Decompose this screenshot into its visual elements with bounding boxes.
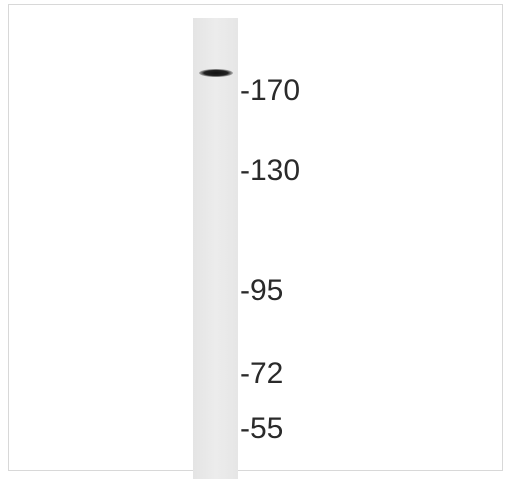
marker-label: -95 [240, 274, 283, 307]
marker-labels: -170 -130 -95 -72 -55 [240, 74, 300, 445]
marker-label: -72 [240, 357, 283, 390]
gel-lane [193, 18, 238, 479]
blot-figure: -170 -130 -95 -72 -55 [0, 0, 508, 479]
marker-label: -55 [240, 412, 283, 445]
blot-image: -170 -130 -95 -72 -55 [0, 0, 508, 479]
protein-band [199, 69, 233, 77]
marker-label: -130 [240, 154, 300, 187]
marker-label: -170 [240, 74, 300, 107]
